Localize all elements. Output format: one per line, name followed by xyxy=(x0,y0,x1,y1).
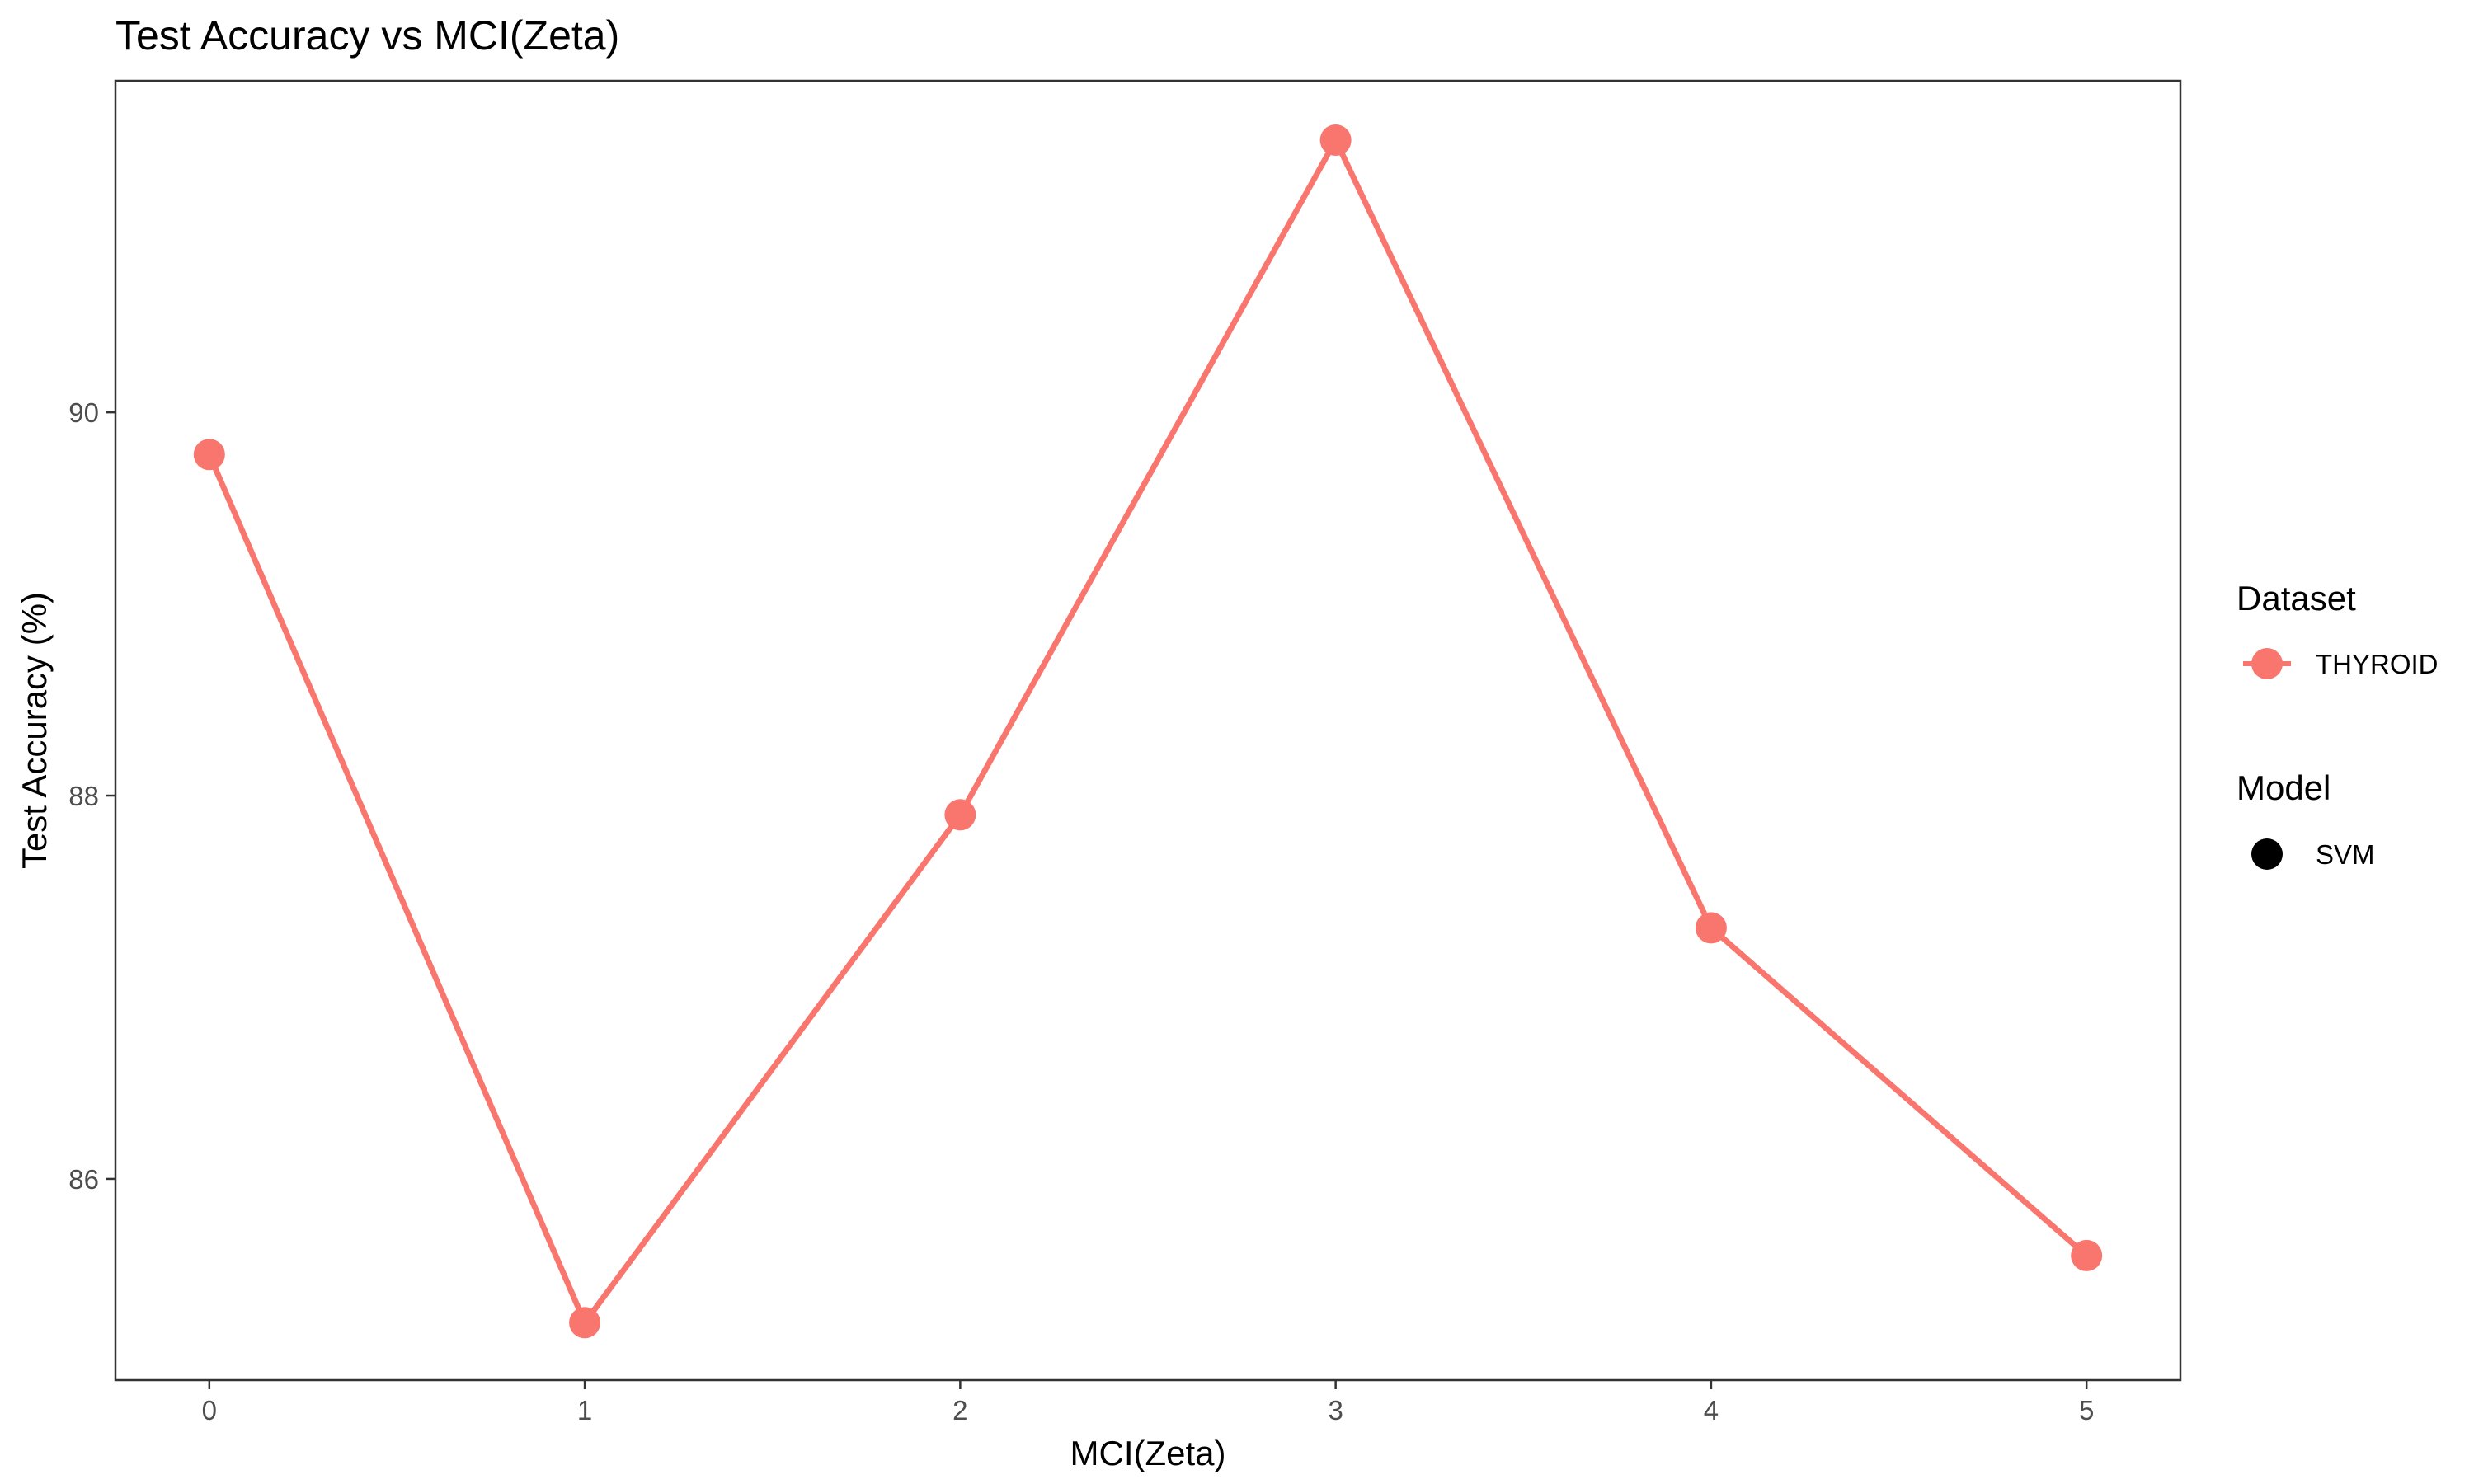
legend-title-model: Model xyxy=(2236,768,2331,807)
chart-title: Test Accuracy vs MCI(Zeta) xyxy=(115,12,619,59)
series-layer xyxy=(193,124,2103,1339)
data-point xyxy=(1319,124,1352,157)
x-tick-label: 1 xyxy=(577,1395,592,1425)
series-line-segment xyxy=(1708,924,2090,1259)
data-point xyxy=(193,439,225,471)
series-line-segment xyxy=(1333,137,1714,931)
series-line-segment xyxy=(957,137,1339,818)
y-tick-label: 90 xyxy=(68,397,99,428)
series-line-segment xyxy=(206,451,588,1326)
legend-label-thyroid: THYROID xyxy=(2316,649,2439,679)
x-tick-label: 4 xyxy=(1704,1395,1719,1425)
legend-label-svm: SVM xyxy=(2316,839,2375,870)
x-tick-label: 5 xyxy=(2079,1395,2094,1425)
legend-key-model-point xyxy=(2251,838,2283,870)
data-point xyxy=(1695,912,1727,944)
y-tick-label: 88 xyxy=(68,781,99,811)
y-axis: 86 88 90 xyxy=(68,397,115,1195)
x-axis-label: MCI(Zeta) xyxy=(1070,1434,1226,1472)
x-tick-label: 0 xyxy=(202,1395,217,1425)
y-axis-label: Test Accuracy (%) xyxy=(15,592,54,869)
plot-panel xyxy=(114,79,2182,1382)
series-line-segment xyxy=(581,811,963,1326)
legend-title-dataset: Dataset xyxy=(2236,579,2356,618)
y-tick-label: 86 xyxy=(68,1164,99,1195)
legend-key-point xyxy=(2251,648,2283,679)
data-point xyxy=(2071,1239,2103,1271)
x-tick-label: 3 xyxy=(1328,1395,1343,1425)
data-point xyxy=(569,1307,601,1339)
legend: Dataset THYROID Model SVM xyxy=(2236,579,2439,870)
data-point xyxy=(944,799,976,831)
x-axis: 0 1 2 3 4 5 xyxy=(202,1380,2094,1425)
x-tick-label: 2 xyxy=(952,1395,967,1425)
